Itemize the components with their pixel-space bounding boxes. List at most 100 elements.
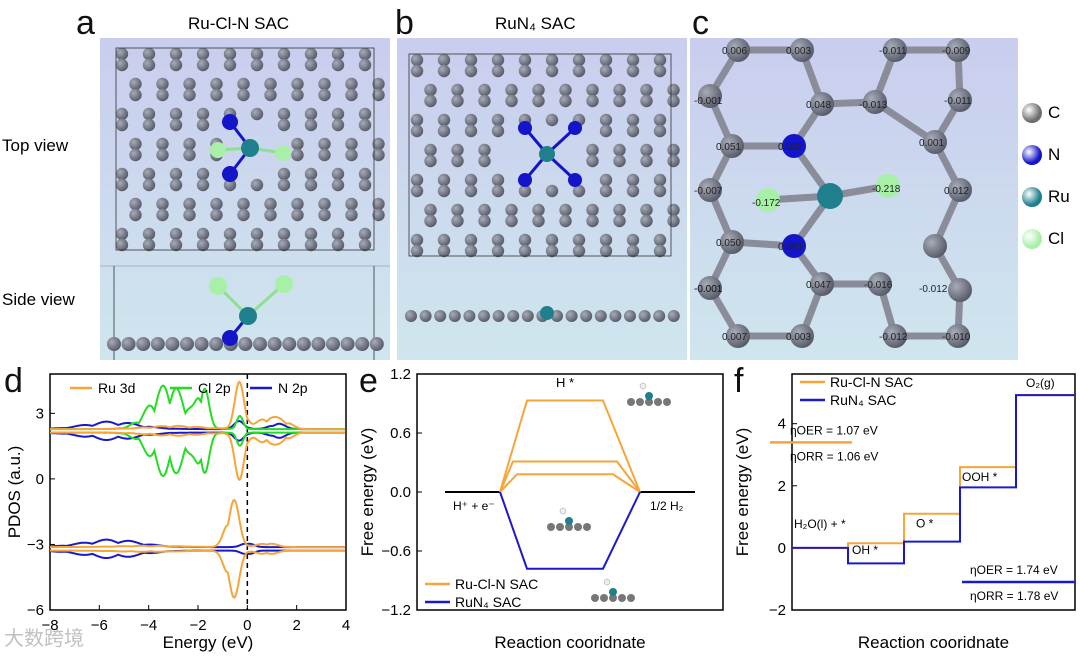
carbon-atom — [223, 238, 237, 252]
legend-label: Cl — [1048, 229, 1065, 248]
carbon-atom — [437, 64, 451, 78]
carbon-atom — [464, 233, 478, 247]
carbon-atom — [304, 238, 318, 252]
carbon-atom — [142, 238, 156, 252]
final-state-label: 1/2 H₂ — [650, 499, 684, 513]
carbon-atom — [491, 124, 505, 138]
panel-a: a Ru-Cl-N SAC Top view Side view — [0, 0, 395, 362]
charge-label: 0.051 — [716, 142, 741, 153]
ru-cl-n-structure-image — [100, 38, 390, 360]
carbon-atom — [492, 310, 505, 322]
charge-label: 0.001 — [919, 138, 944, 149]
carbon-atom — [424, 154, 437, 168]
run4-pathway — [792, 394, 1075, 565]
carbon-atom — [237, 77, 250, 91]
carbon-atom — [654, 398, 662, 406]
carbon-atom — [196, 167, 210, 181]
atom-legend: C N Ru Cl — [1022, 92, 1080, 260]
carbon-atom — [291, 148, 304, 162]
carbon-atom — [304, 118, 318, 132]
panel-d: d −8 −6 −4 −2 0 2 4 −6 −3 0 3 Energy (eV) PDOS (a.u.… — [0, 362, 360, 659]
carbon-atom — [107, 337, 121, 351]
carbon-atom — [304, 58, 318, 72]
carbon-atom — [277, 238, 291, 252]
carbon-atom — [640, 83, 653, 97]
charge-label: -0.012 — [879, 332, 908, 343]
carbon-atom — [424, 83, 437, 97]
ruthenium-atom — [817, 183, 843, 209]
carbon-atom — [645, 398, 653, 406]
carbon-atom — [183, 208, 196, 222]
carbon-atom — [169, 227, 183, 241]
charge-label: -0.013 — [859, 100, 888, 111]
carbon-atom — [790, 38, 814, 62]
legend-label: Cl 2p — [198, 380, 231, 396]
carbon-atom — [463, 310, 476, 322]
carbon-atom — [250, 47, 264, 61]
panel-c-letter: c — [692, 4, 709, 42]
carbon-atom — [613, 214, 626, 228]
carbon-atom — [640, 203, 653, 217]
carbon-atom — [613, 203, 626, 217]
carbon-atom — [667, 94, 680, 108]
carbon-atom — [640, 143, 653, 157]
carbon-atom — [150, 337, 165, 351]
carbon-atom — [948, 278, 972, 302]
legend-label: N — [1048, 145, 1061, 164]
carbon-atom — [720, 134, 744, 158]
carbon-atom — [250, 58, 264, 72]
carbon-atom — [451, 154, 464, 168]
carbon-atom — [627, 398, 635, 406]
carbon-atom — [518, 64, 532, 78]
legend-label: N 2p — [278, 380, 308, 396]
ruthenium-atom — [540, 306, 554, 320]
carbon-atom — [948, 178, 972, 202]
carbon-atom — [318, 77, 331, 91]
panel-b-title: RuN₄ SAC — [495, 14, 576, 33]
carbon-atom — [451, 83, 464, 97]
carbon-atom — [574, 523, 582, 531]
carbon-atom — [491, 233, 505, 247]
carbon-atom — [790, 324, 814, 348]
legend-label: RuN₄ SAC — [830, 392, 896, 408]
carbon-atom — [424, 203, 437, 217]
side-view-label: Side view — [2, 290, 75, 309]
carbon-atom — [946, 38, 970, 62]
carbon-atom — [478, 143, 491, 157]
panel-f: f −2 0 2 4 Reaction cooridnate Free energy (e… — [730, 362, 1080, 659]
run4-structure-image — [397, 38, 687, 360]
panel-f-letter: f — [734, 362, 744, 400]
cl-2p-curve — [50, 431, 346, 478]
carbon-atom — [624, 310, 636, 322]
carbon-atom — [277, 167, 291, 181]
carbon-atom — [129, 208, 142, 222]
carbon-atom — [318, 88, 331, 102]
carbon-atom — [613, 143, 626, 157]
carbon-atom — [196, 238, 210, 252]
carbon-atom — [410, 113, 424, 127]
carbon-atom — [223, 178, 237, 192]
carbon-atom — [156, 88, 169, 102]
carbon-atom — [667, 214, 680, 228]
panel-e-letter: e — [359, 362, 378, 400]
carbon-atom — [586, 154, 599, 168]
charge-label: -0.016 — [864, 280, 893, 291]
carbon-atom — [115, 118, 129, 132]
chlorine-atom — [876, 174, 900, 198]
carbon-atom — [626, 64, 640, 78]
carbon-atom — [267, 337, 282, 351]
carbon-atom — [129, 148, 142, 162]
carbon-atom — [196, 47, 210, 61]
carbon-atom — [653, 113, 667, 127]
carbon-atom — [653, 53, 667, 67]
carbon-atom — [405, 310, 417, 322]
carbon-atom — [613, 94, 626, 108]
x-axis-label: Energy (eV) — [163, 633, 254, 652]
carbon-atom — [572, 244, 586, 258]
carbon-atom — [609, 594, 617, 602]
overpotential-label: ηOER = 1.07 eV — [790, 423, 878, 437]
carbon-atom — [115, 58, 129, 72]
carbon-atom — [156, 208, 169, 222]
y-tick-label: 0 — [778, 540, 786, 557]
